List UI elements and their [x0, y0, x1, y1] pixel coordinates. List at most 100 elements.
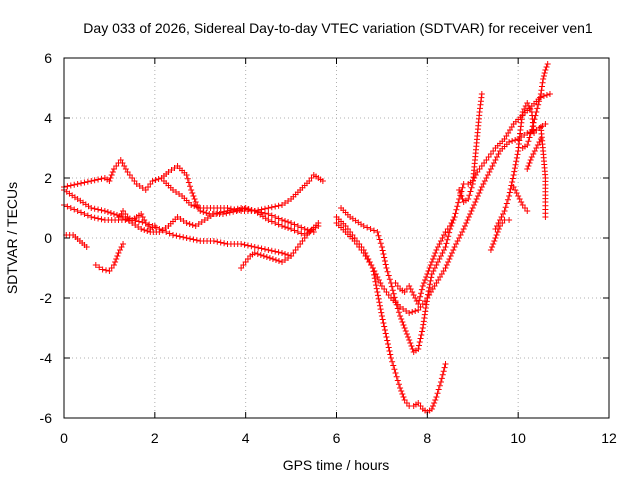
- data-point: [390, 290, 397, 297]
- data-point: [372, 278, 379, 285]
- data-point: [431, 253, 438, 259]
- data-point: [403, 308, 410, 314]
- data-point: [521, 106, 528, 112]
- data-point: [279, 223, 285, 229]
- data-point: [371, 275, 378, 282]
- data-point: [422, 308, 429, 315]
- data-point: [492, 157, 499, 163]
- data-point: [503, 200, 510, 207]
- data-point: [110, 262, 117, 268]
- data-point: [375, 232, 382, 239]
- data-point: [98, 175, 105, 182]
- data-point: [288, 220, 295, 226]
- data-point: [527, 106, 534, 112]
- data-point: [425, 288, 432, 295]
- data-point: [265, 211, 272, 217]
- data-point: [423, 301, 430, 308]
- data-point: [504, 196, 511, 203]
- data-point: [529, 123, 536, 130]
- x-axis-label: GPS time / hours: [283, 457, 390, 473]
- data-point: [540, 76, 547, 82]
- data-point: [378, 313, 385, 319]
- data-point: [537, 91, 544, 97]
- data-point: [456, 235, 463, 241]
- data-point: [183, 172, 190, 178]
- data-point: [480, 181, 487, 187]
- data-point: [444, 236, 451, 243]
- data-point: [392, 370, 399, 376]
- data-point: [180, 218, 187, 224]
- data-point: [443, 262, 450, 268]
- data-point: [377, 240, 384, 247]
- data-point: [445, 259, 452, 265]
- data-point: [473, 196, 480, 202]
- data-point: [141, 227, 148, 233]
- data-point: [168, 167, 175, 173]
- data-point: [476, 190, 483, 196]
- data-point: [540, 93, 547, 99]
- data-point: [152, 177, 159, 183]
- data-point: [443, 240, 450, 247]
- x-tick-label: 2: [151, 430, 159, 446]
- data-point: [285, 219, 292, 225]
- data-point: [291, 227, 298, 234]
- data-point: [170, 187, 176, 193]
- data-point: [405, 334, 412, 340]
- data-point: [478, 91, 485, 97]
- data-point: [493, 154, 500, 160]
- data-point: [464, 217, 471, 223]
- series-13: [456, 91, 485, 205]
- data-point: [201, 217, 208, 223]
- data-point: [78, 209, 85, 216]
- x-tick-label: 0: [60, 430, 68, 446]
- data-point: [190, 236, 197, 243]
- y-tick-label: -4: [40, 350, 53, 366]
- data-point: [426, 284, 433, 291]
- data-point: [400, 322, 407, 328]
- data-point: [538, 87, 545, 94]
- data-point: [384, 268, 391, 275]
- data-point: [424, 291, 431, 298]
- data-point: [385, 344, 392, 351]
- data-point: [527, 130, 534, 137]
- data-point: [192, 199, 199, 205]
- data-point: [506, 189, 513, 196]
- data-point: [81, 211, 88, 217]
- data-point: [530, 151, 537, 157]
- data-point: [544, 61, 551, 67]
- data-point: [272, 248, 279, 255]
- data-point: [465, 214, 472, 220]
- data-point: [513, 158, 520, 165]
- data-point: [279, 250, 285, 256]
- data-point: [432, 397, 439, 403]
- data-point: [434, 390, 441, 397]
- data-point: [180, 234, 187, 241]
- data-point: [540, 73, 547, 79]
- data-point: [375, 292, 382, 299]
- data-point: [409, 309, 416, 315]
- data-point: [514, 151, 521, 158]
- data-point: [163, 229, 170, 235]
- data-point: [173, 189, 180, 195]
- data-point: [391, 294, 398, 301]
- data-point: [440, 232, 447, 238]
- data-point: [265, 217, 272, 223]
- data-point: [198, 219, 205, 225]
- data-point: [409, 289, 416, 295]
- data-point: [98, 216, 105, 223]
- data-point: [418, 332, 425, 338]
- data-point: [490, 241, 497, 247]
- data-point: [251, 250, 258, 256]
- data-point: [91, 214, 98, 221]
- data-point: [151, 223, 158, 229]
- data-point: [468, 208, 475, 214]
- data-point: [487, 247, 494, 253]
- data-point: [263, 254, 270, 260]
- data-point: [189, 222, 196, 228]
- data-point: [88, 214, 95, 220]
- data-point: [498, 214, 505, 220]
- data-point: [398, 316, 405, 322]
- data-point: [95, 215, 102, 222]
- data-point: [403, 331, 410, 337]
- data-point: [255, 207, 262, 214]
